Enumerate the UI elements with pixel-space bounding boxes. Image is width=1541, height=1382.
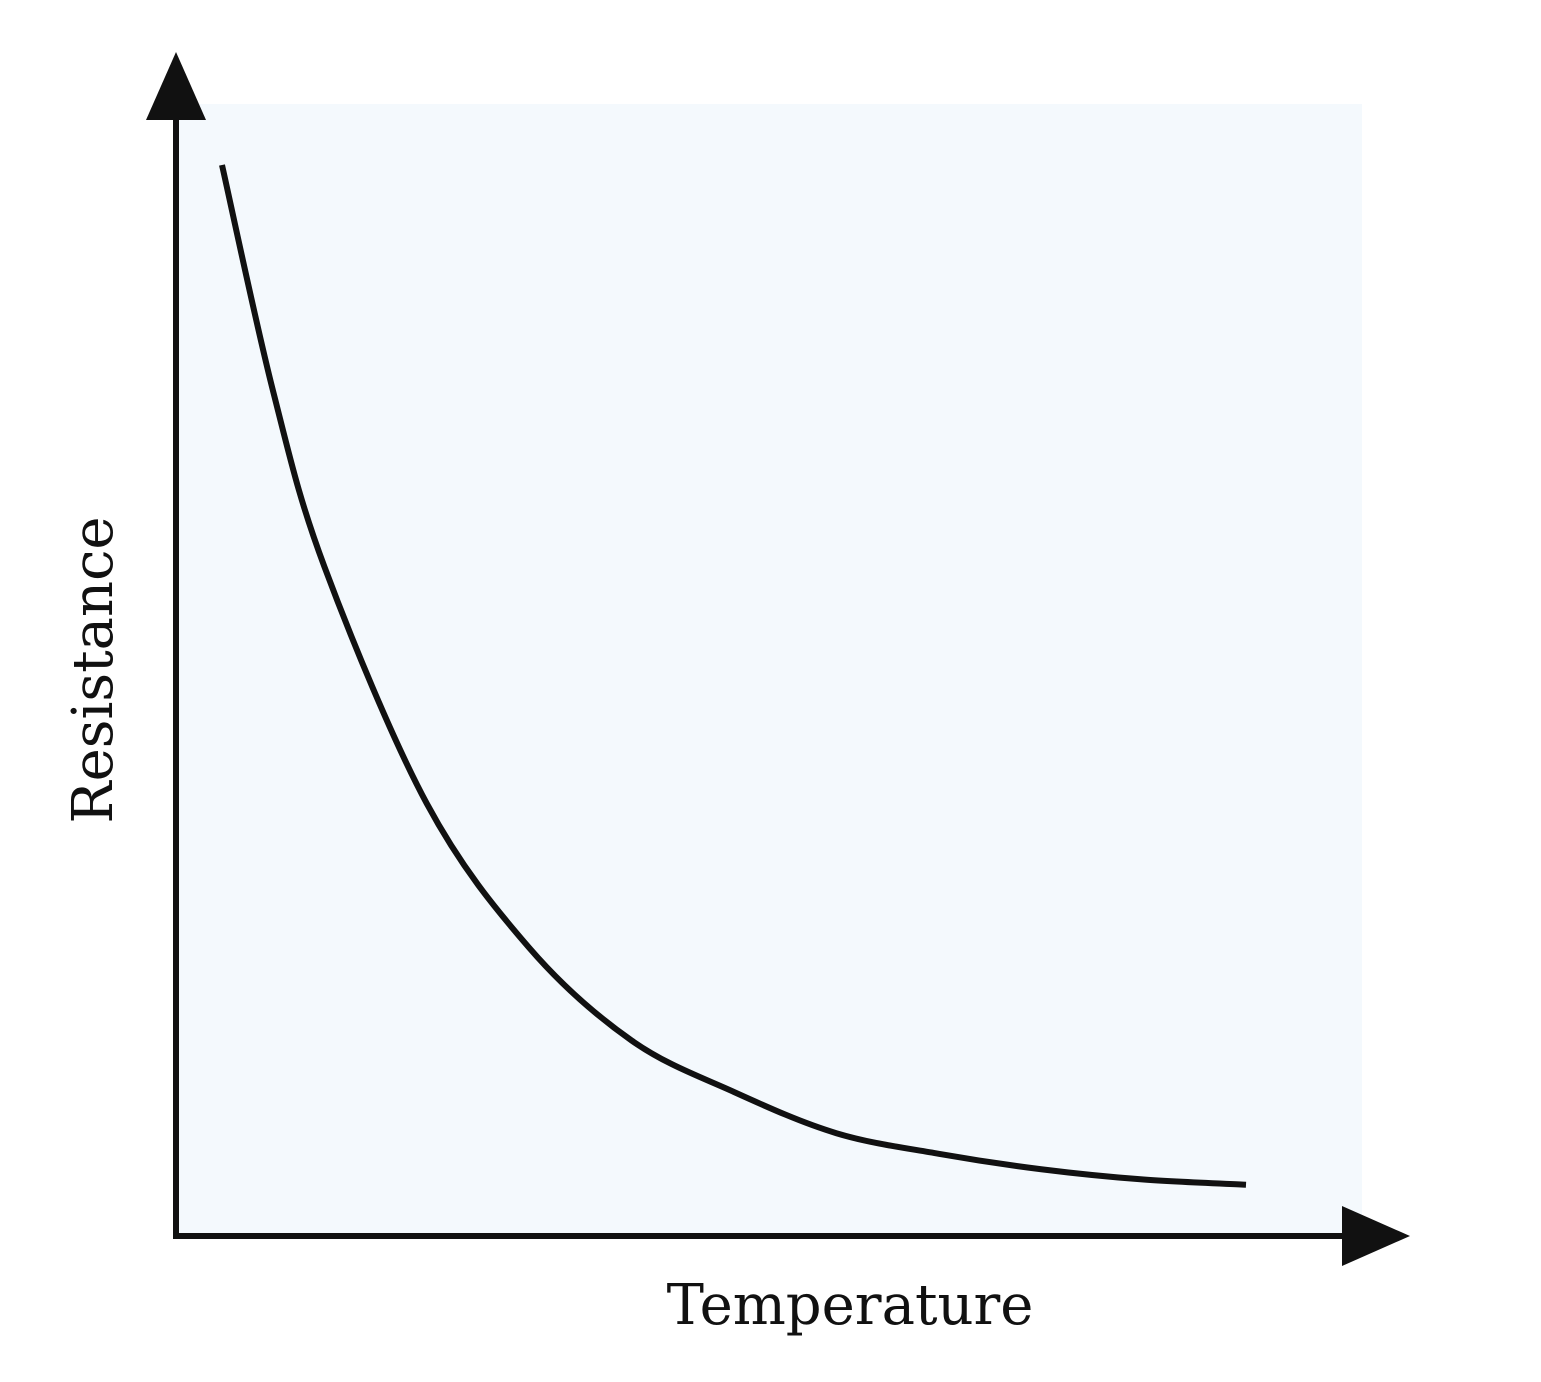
plot-area xyxy=(176,104,1362,1236)
x-axis-label: Temperature xyxy=(667,1273,1034,1338)
curve-layer xyxy=(219,164,1247,1188)
x-axis-arrow-icon xyxy=(1342,1206,1410,1266)
y-axis-arrow-icon xyxy=(146,52,206,120)
y-axis-label: Resistance xyxy=(61,516,126,823)
series-line xyxy=(219,164,1247,1188)
